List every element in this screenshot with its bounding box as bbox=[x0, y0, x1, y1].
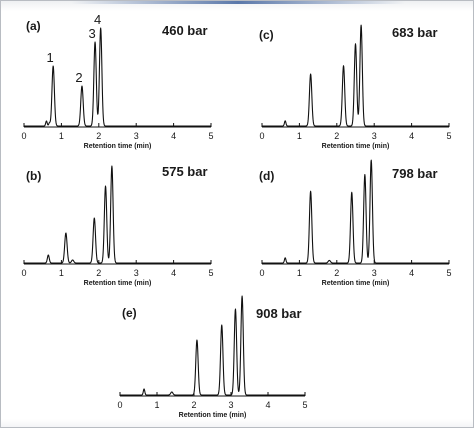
pressure-label: 460 bar bbox=[162, 23, 208, 38]
x-tick-label: 2 bbox=[96, 131, 101, 141]
chromatogram-panel: 0 1 2 3 4 5 Retention time (min) (c) 683 bar bbox=[259, 24, 452, 150]
x-tick-label: 1 bbox=[154, 400, 159, 410]
x-tick-label: 0 bbox=[21, 268, 26, 278]
x-tick-label: 2 bbox=[96, 268, 101, 278]
panel-letter: (a) bbox=[26, 19, 41, 33]
x-axis-title: Retention time (min) bbox=[84, 143, 152, 150]
x-tick-label: 4 bbox=[171, 131, 176, 141]
x-tick-label: 4 bbox=[265, 400, 270, 410]
pressure-label: 683 bar bbox=[392, 25, 438, 40]
x-axis-title: Retention time (min) bbox=[322, 280, 390, 287]
top-accent-bar bbox=[71, 1, 405, 4]
x-tick-label: 1 bbox=[297, 268, 302, 278]
x-tick-label: 0 bbox=[259, 268, 264, 278]
panel-letter: (d) bbox=[259, 169, 274, 183]
peak-number-label: 1 bbox=[47, 50, 54, 65]
x-tick-label: 1 bbox=[59, 268, 64, 278]
x-tick-label: 5 bbox=[208, 268, 213, 278]
x-tick-label: 0 bbox=[117, 400, 122, 410]
x-tick-label: 3 bbox=[372, 131, 377, 141]
x-tick-label: 3 bbox=[134, 131, 139, 141]
x-tick-label: 5 bbox=[208, 131, 213, 141]
peak-number-label: 4 bbox=[94, 12, 101, 27]
chromatogram-trace bbox=[23, 27, 212, 127]
x-tick-label: 1 bbox=[297, 131, 302, 141]
x-axis-title: Retention time (min) bbox=[322, 143, 390, 150]
x-axis-title: Retention time (min) bbox=[179, 412, 247, 419]
x-tick-label: 4 bbox=[171, 268, 176, 278]
x-tick-label: 3 bbox=[372, 268, 377, 278]
peak-number-label: 2 bbox=[75, 70, 82, 85]
x-tick-label: 4 bbox=[409, 268, 414, 278]
panel-letter: (e) bbox=[122, 306, 137, 320]
panel-letter: (c) bbox=[259, 28, 274, 42]
x-tick-label: 0 bbox=[21, 131, 26, 141]
chromatogram-trace bbox=[261, 24, 450, 127]
pressure-label: 575 bar bbox=[162, 164, 208, 179]
peak-number-label: 3 bbox=[88, 26, 95, 41]
x-tick-label: 4 bbox=[409, 131, 414, 141]
chromatogram-panel: 0 1 2 3 4 5 Retention time (min) (e) 908 bar bbox=[117, 295, 308, 419]
chromatogram-trace bbox=[119, 295, 306, 396]
x-tick-label: 5 bbox=[446, 131, 451, 141]
x-tick-label: 5 bbox=[302, 400, 307, 410]
x-tick-label: 5 bbox=[446, 268, 451, 278]
x-axis-title: Retention time (min) bbox=[84, 280, 152, 287]
chromatogram-panel: 0 1 2 3 4 5 Retention time (min) (b) 575 bar bbox=[21, 164, 213, 287]
x-tick-label: 2 bbox=[334, 268, 339, 278]
x-tick-label: 2 bbox=[334, 131, 339, 141]
pressure-label: 798 bar bbox=[392, 166, 438, 181]
pressure-label: 908 bar bbox=[256, 306, 302, 321]
x-tick-label: 3 bbox=[228, 400, 233, 410]
chromatogram-trace bbox=[23, 165, 212, 264]
panel-letter: (b) bbox=[26, 169, 41, 183]
x-tick-label: 3 bbox=[134, 268, 139, 278]
chromatogram-trace bbox=[261, 159, 450, 264]
x-tick-label: 0 bbox=[259, 131, 264, 141]
chromatogram-panel: 0 1 2 3 4 5 Retention time (min) (d) 798 bar bbox=[259, 159, 452, 287]
x-tick-label: 2 bbox=[191, 400, 196, 410]
x-tick-label: 1 bbox=[59, 131, 64, 141]
